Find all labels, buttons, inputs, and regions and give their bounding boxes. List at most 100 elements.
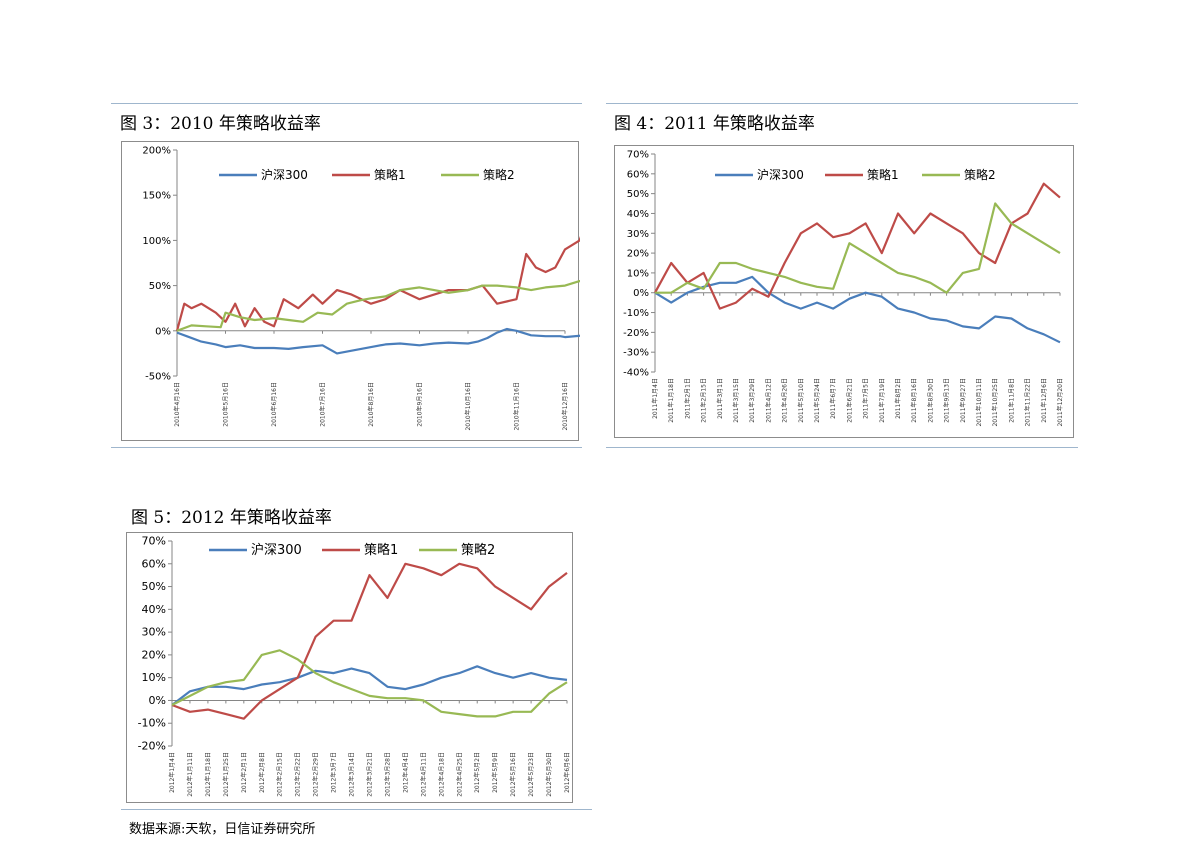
figure-5-chart-svg: 70% 60% 50% 40% 30% 20% 10% 0% -10% -20%2012年1月4日…: [138, 535, 571, 797]
legend-label-s1: 策略1: [374, 167, 406, 182]
y-tick-label: 10%: [627, 268, 649, 279]
y-tick-label: 150%: [142, 191, 171, 202]
y-tick-label: 100%: [142, 236, 171, 247]
y-tick-label: 50%: [142, 580, 166, 593]
y-tick-label: 30%: [627, 229, 649, 240]
figure-3-chart: 200% 150% 100% 50% 0% -50% 2010年4月16日 2010年5月16…: [121, 141, 580, 441]
figure-4-bottom-rule: [606, 447, 1078, 448]
y-tick-label: 20%: [627, 249, 649, 260]
figure-4-title: 图 4：2011 年策略收益率: [614, 114, 815, 134]
x-tick-label: 2010年5月16日: [222, 382, 230, 427]
x-tick-label: 2011年12月20日: [1056, 378, 1064, 427]
x-tick-label: 2012年3月7日: [330, 752, 338, 793]
x-tick-label: 2010年10月16日: [464, 382, 472, 431]
x-tick-label: 2011年3月29日: [748, 378, 756, 423]
x-tick-label: 2012年1月18日: [204, 752, 212, 797]
x-tick-label: 2012年5月30日: [545, 752, 553, 797]
legend-label-s1: 策略1: [867, 167, 899, 182]
x-tick-label: 2011年7月19日: [878, 378, 886, 423]
x-tick-label: 2012年2月8日: [258, 752, 266, 793]
data-source-note: 数据来源:天软，日信证券研究所: [129, 822, 316, 837]
series-line-s1: [654, 182, 1061, 310]
x-tick-label: 2011年12月6日: [1040, 378, 1048, 423]
x-tick-label: 2012年5月23日: [527, 752, 535, 797]
y-tick-label: 0%: [633, 288, 649, 299]
x-tick-label: 2011年1月4日: [651, 378, 659, 419]
figure-3-bottom-rule: [111, 447, 582, 448]
series-line-hs300: [171, 665, 568, 706]
figure-3-top-rule: [111, 103, 582, 104]
x-tick-label: 2012年4月11日: [419, 752, 427, 797]
x-tick-label: 2011年3月1日: [716, 378, 724, 419]
series-line-s2: [171, 649, 568, 718]
figure-3-chart-svg: 200% 150% 100% 50% 0% -50%2010年4月16日 2010年5月16…: [142, 146, 580, 431]
x-tick-label: 2011年10月25日: [991, 378, 999, 427]
x-tick-label: 2012年4月4日: [401, 752, 409, 793]
y-tick-label: -50%: [145, 372, 171, 383]
y-tick-label: 30%: [142, 626, 166, 639]
legend-label-s2: 策略2: [483, 167, 515, 182]
x-tick-label: 2010年8月16日: [367, 382, 375, 427]
x-tick-label: 2010年6月16日: [270, 382, 278, 427]
figure-3-title: 图 3：2010 年策略收益率: [120, 114, 321, 134]
y-tick-label: -20%: [623, 328, 649, 339]
x-tick-label: 2010年12月16日: [561, 382, 569, 431]
x-tick-label: 2011年11月22日: [1024, 378, 1032, 427]
x-tick-label: 2012年4月25日: [455, 752, 463, 797]
figure-4-chart-svg: 70%60%50%40%30%20%10%0%-10%-20%-30%-40%2…: [623, 150, 1064, 427]
x-tick-label: 2011年8月30日: [926, 378, 934, 423]
x-tick-label: 2012年2月15日: [276, 752, 284, 797]
series-line-hs300: [654, 275, 1061, 344]
y-tick-label: 60%: [142, 557, 166, 570]
y-tick-label: 10%: [142, 671, 166, 684]
x-tick-label: 2011年2月15日: [700, 378, 708, 423]
series-line-s2: [655, 202, 1061, 294]
x-tick-label: 2012年5月9日: [491, 752, 499, 793]
x-tick-label: 2011年7月5日: [862, 378, 870, 419]
legend-label-hs300: 沪深300: [251, 542, 302, 558]
x-tick-label: 2011年10月11日: [975, 378, 983, 427]
x-tick-label: 2012年4月18日: [437, 752, 445, 797]
x-tick-label: 2012年6月6日: [563, 752, 571, 793]
x-tick-label: 2011年5月10日: [797, 378, 805, 423]
y-tick-label: 20%: [142, 648, 166, 661]
series-line-s1: [175, 236, 580, 332]
x-tick-label: 2012年1月11日: [186, 752, 194, 797]
x-tick-label: 2012年2月22日: [294, 752, 302, 797]
x-tick-label: 2010年7月16日: [319, 382, 327, 427]
series-line-s1: [171, 562, 568, 720]
x-tick-label: 2011年1月18日: [667, 378, 675, 423]
y-tick-label: -30%: [623, 348, 649, 359]
x-tick-label: 2011年11月8日: [1007, 378, 1015, 423]
legend-label-s1: 策略1: [364, 542, 398, 558]
x-tick-label: 2011年6月7日: [829, 378, 837, 419]
x-tick-label: 2011年5月24日: [813, 378, 821, 423]
figure-5-chart: 70% 60% 50% 40% 30% 20% 10% 0% -10% -20% 2012年1月4日…: [126, 532, 573, 803]
x-tick-label: 2011年8月2日: [894, 378, 902, 419]
y-tick-label: -10%: [623, 308, 649, 319]
x-tick-label: 2011年9月27日: [959, 378, 967, 423]
x-tick-label: 2012年3月28日: [383, 752, 391, 797]
y-tick-label: -40%: [623, 368, 649, 379]
x-tick-label: 2011年6月21日: [845, 378, 853, 423]
figure-4-chart: 70% 60% 50% 40% 30% 20% 10% 0% -10% -20% -30% -40% 2…: [614, 145, 1074, 438]
y-tick-label: 0%: [155, 326, 171, 337]
y-tick-label: 60%: [627, 169, 649, 180]
x-tick-label: 2011年8月16日: [910, 378, 918, 423]
x-tick-label: 2012年3月21日: [366, 752, 374, 797]
legend-label-hs300: 沪深300: [261, 168, 308, 182]
x-tick-label: 2012年5月16日: [509, 752, 517, 797]
legend-label-s2: 策略2: [461, 542, 495, 558]
x-tick-label: 2011年3月15日: [732, 378, 740, 423]
x-tick-label: 2010年9月16日: [416, 382, 424, 427]
y-tick-label: 40%: [142, 603, 166, 616]
figure-5-bottom-rule: [121, 809, 592, 810]
x-tick-label: 2012年1月25日: [222, 752, 230, 797]
x-tick-label: 2012年1月4日: [168, 752, 176, 793]
series-line-s2: [176, 280, 580, 332]
x-tick-label: 2010年4月16日: [173, 382, 181, 427]
x-tick-label: 2011年2月1日: [683, 378, 691, 419]
x-tick-label: 2012年3月14日: [348, 752, 356, 797]
x-tick-label: 2012年2月1日: [240, 752, 248, 793]
y-tick-label: 70%: [142, 535, 166, 548]
